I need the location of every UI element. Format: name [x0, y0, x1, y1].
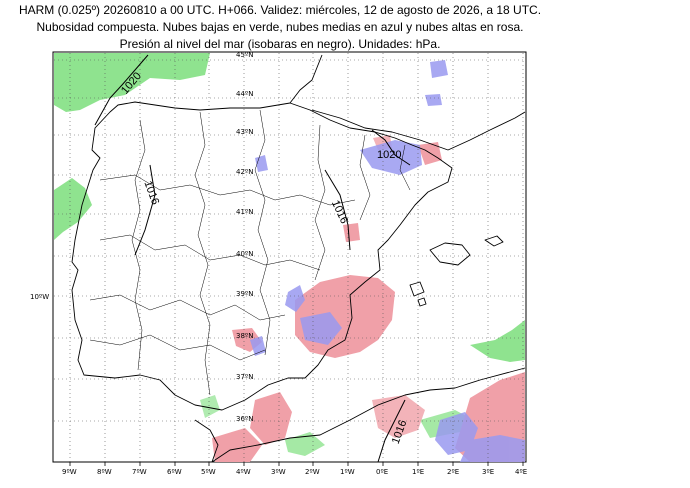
map-title: HARM (0.025º) 20260810 a 00 UTC. H+066. … — [0, 2, 560, 53]
lon-label: 0ºE — [376, 468, 388, 476]
lat-label: 40ºN — [236, 250, 253, 258]
map-frame — [52, 51, 527, 463]
lon-label: 5ºW — [201, 468, 216, 476]
lon-label: 4ºE — [515, 468, 527, 476]
title-line-3: Presión al nivel del mar (isobaras en ne… — [119, 37, 441, 51]
lon-label: 3ºE — [482, 468, 494, 476]
lat-label: 39ºN — [236, 290, 253, 298]
title-line-2: Nubosidad compuesta. Nubes bajas en verd… — [36, 20, 524, 34]
side-lon-label: 10ºW — [30, 293, 49, 301]
lon-label: 6ºW — [167, 468, 182, 476]
lon-label: 9ºW — [62, 468, 77, 476]
lon-label: 1ºW — [340, 468, 355, 476]
isobars — [94, 54, 411, 463]
lat-label: 36ºN — [236, 415, 253, 423]
mid-clouds-layer — [250, 60, 525, 462]
lat-label: 44ºN — [236, 90, 253, 98]
low-clouds-layer — [54, 53, 525, 456]
lat-label: 41ºN — [236, 208, 253, 216]
lat-label: 43ºN — [236, 128, 253, 136]
lon-label: 1ºE — [412, 468, 424, 476]
lat-label: 37ºN — [236, 373, 253, 381]
lon-label: 2ºE — [447, 468, 459, 476]
lat-label: 38ºN — [236, 332, 253, 340]
graticule — [54, 53, 525, 462]
lon-label: 8ºW — [97, 468, 112, 476]
title-line-1: HARM (0.025º) 20260810 a 00 UTC. H+066. … — [18, 3, 542, 17]
longitude-labels: 9ºW 8ºW 7ºW 6ºW 5ºW 4ºW 3ºW 2ºW 1ºW 0ºE … — [62, 468, 527, 476]
longitude-ticks — [69, 462, 524, 466]
lat-label: 42ºN — [236, 168, 253, 176]
lon-label: 7ºW — [132, 468, 147, 476]
lon-label: 4ºW — [236, 468, 251, 476]
lon-label: 2ºW — [305, 468, 320, 476]
internal-borders — [89, 109, 411, 396]
latitude-labels: 45ºN 44ºN 43ºN 42ºN 41ºN 40ºN 39ºN 38ºN … — [236, 51, 253, 423]
lon-label: 3ºW — [271, 468, 286, 476]
isobar-label: 1020 — [377, 149, 401, 161]
coastlines — [71, 54, 526, 463]
lat-label: 45ºN — [236, 51, 253, 59]
